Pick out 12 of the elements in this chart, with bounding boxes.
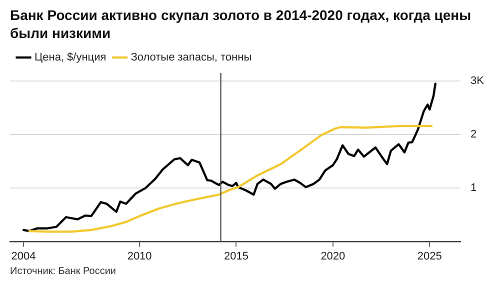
y-tick-label: 2: [470, 128, 477, 141]
legend-label: Цена, $/унция: [34, 52, 106, 64]
chart-title: Банк России активно скупал золото в 2014-2020 годах, когда цены были низкими: [10, 6, 472, 42]
x-tick-label: 2004: [11, 250, 36, 262]
text: Источник: Банк России: [10, 266, 116, 277]
legend-label: Золотые запасы, тонны: [130, 52, 252, 64]
y-tick-label: 3K: [470, 75, 485, 88]
y-tick-label: 1: [470, 182, 477, 194]
x-tick-label: 2015: [224, 250, 248, 262]
x-tick-label: 2010: [127, 250, 152, 262]
x-tick-label: 2020: [320, 250, 346, 262]
x-tick-label: 2025: [417, 250, 442, 262]
